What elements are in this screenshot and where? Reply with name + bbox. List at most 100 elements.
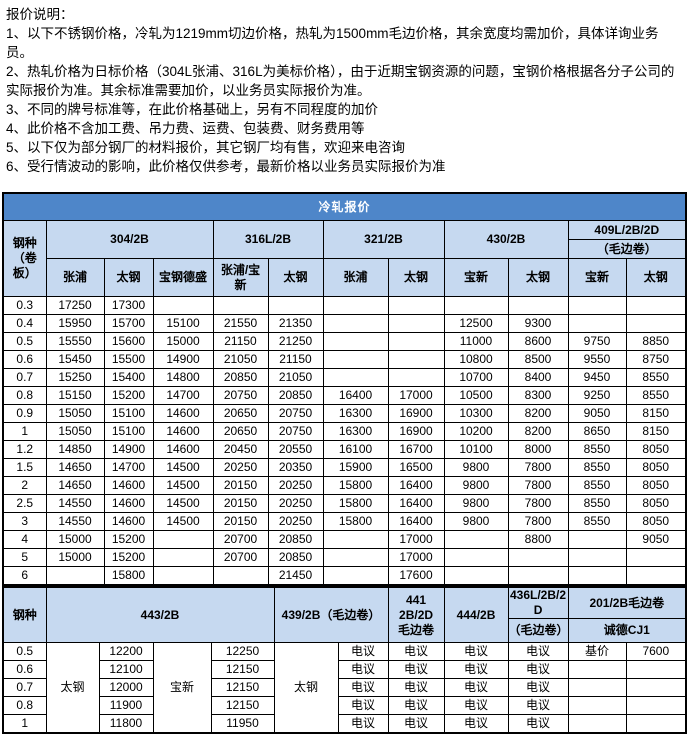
price-cell: 16400 (387, 494, 445, 513)
base-price-label-cell: 基价 (567, 642, 627, 661)
price-cell: 电议 (337, 696, 389, 715)
price-cell (212, 296, 269, 315)
price-cell: 20250 (267, 512, 324, 531)
price-cell: 14500 (152, 476, 214, 495)
thickness-cell: 1.2 (2, 440, 47, 459)
price-cell: 14600 (152, 440, 214, 459)
price-cell: 14500 (152, 512, 214, 531)
table-row: 5 15000 15200 20700 20850 17000 (2, 548, 687, 567)
price-cell: 21450 (267, 566, 324, 586)
price-cell: 电议 (387, 642, 445, 661)
price-cell: 16900 (387, 422, 445, 441)
price-cell: 14650 (45, 476, 105, 495)
price-cell (152, 566, 214, 586)
group-subheader-201: 诚德CJ1 (567, 618, 687, 643)
price-cell: 14600 (152, 404, 214, 423)
price-cell: 14700 (152, 386, 214, 405)
price-cell (567, 678, 627, 697)
table-row: 0.4 15950 15700 15100 21550 21350 12500 9300 (2, 314, 687, 333)
thickness-cell: 1 (2, 714, 47, 734)
thickness-cell: 0.6 (2, 660, 47, 679)
mill-cell: 太钢 (45, 642, 100, 734)
price-cell: 8050 (625, 494, 687, 513)
price-cell: 10500 (443, 386, 509, 405)
group-header-321: 321/2B (322, 220, 445, 259)
price-cell: 9750 (567, 332, 627, 351)
price-cell: 15950 (45, 314, 105, 333)
price-cell (267, 296, 324, 315)
group-header-444: 444/2B (443, 586, 509, 643)
price-cell: 9050 (625, 530, 687, 549)
price-cell: 电议 (337, 714, 389, 734)
price-cell: 8200 (507, 422, 569, 441)
thickness-cell: 5 (2, 548, 47, 567)
price-cell: 10200 (443, 422, 509, 441)
price-cell: 8400 (507, 368, 569, 387)
price-cell: 16400 (387, 512, 445, 531)
mill-header: 太钢 (507, 258, 569, 297)
mill-header: 太钢 (387, 258, 445, 297)
group-subheader-436l: （毛边卷） (507, 618, 569, 643)
price-cell (625, 566, 687, 586)
thickness-cell: 2 (2, 476, 47, 495)
price-cell (152, 548, 214, 567)
table-row: 0.9 15050 15100 14600 20650 20750 16300 16900 10… (2, 404, 687, 423)
price-cell (625, 714, 687, 734)
price-cell: 12100 (98, 660, 154, 679)
price-cell (152, 530, 214, 549)
table-row: 4 15000 15200 20700 20850 17000 8800 9050 (2, 530, 687, 549)
price-cell: 21050 (212, 350, 269, 369)
price-cell (387, 332, 445, 351)
price-cell: 电议 (507, 660, 569, 679)
note-line: 5、以下仅为部分钢厂的材料报价，其它钢厂均有售，欢迎来电咨询 (6, 140, 406, 155)
price-cell: 20650 (212, 422, 269, 441)
table-row: 0.7 12000 12150 电议 电议 电议 电议 (2, 678, 687, 697)
price-cell: 15200 (103, 548, 154, 567)
thickness-cell: 0.3 (2, 296, 47, 315)
price-cell: 电议 (443, 696, 509, 715)
group-header-201: 201/2B毛边卷 (567, 586, 687, 619)
price-cell: 14650 (45, 458, 105, 477)
price-cell: 7800 (507, 494, 569, 513)
price-cell: 12200 (98, 642, 154, 661)
price-cell: 16500 (387, 458, 445, 477)
price-cell: 电议 (507, 696, 569, 715)
price-cell: 8750 (625, 350, 687, 369)
price-cell: 8550 (567, 494, 627, 513)
table-row: 0.8 15150 15200 14700 20750 20850 16400 17000 10… (2, 386, 687, 405)
price-cell (567, 714, 627, 734)
price-cell: 9300 (507, 314, 569, 333)
price-cell: 21150 (212, 332, 269, 351)
thickness-cell: 0.8 (2, 696, 47, 715)
note-line: 1、以下不锈钢价格，冷轧为1219mm切边价格，热轧为1500mm毛边价格，其余… (6, 26, 659, 60)
price-cell: 15100 (152, 314, 214, 333)
price-cell: 15800 (103, 566, 154, 586)
price-cell: 20150 (212, 476, 269, 495)
thickness-cell: 1 (2, 422, 47, 441)
price-cell: 14900 (103, 440, 154, 459)
thickness-cell: 0.7 (2, 368, 47, 387)
price-cell: 15900 (322, 458, 389, 477)
price-cell (45, 566, 105, 586)
group-subheader-row: （毛边卷） (3, 239, 687, 259)
price-cell (387, 368, 445, 387)
price-cell: 14700 (103, 458, 154, 477)
thickness-cell: 0.5 (2, 332, 47, 351)
price-cell: 8150 (625, 404, 687, 423)
price-cell: 12150 (210, 678, 275, 697)
price-cell: 16400 (387, 476, 445, 495)
price-cell: 电议 (443, 678, 509, 697)
thickness-cell: 0.7 (2, 678, 47, 697)
mill-header: 宝新 (443, 258, 509, 297)
price-cell: 20150 (212, 512, 269, 531)
price-cell: 电议 (443, 714, 509, 734)
price-cell: 20650 (212, 404, 269, 423)
price-cell (507, 566, 569, 586)
price-cell: 20450 (212, 440, 269, 459)
price-cell (387, 296, 445, 315)
price-cell: 7600 (625, 642, 687, 661)
price-cell: 16900 (387, 404, 445, 423)
price-cell (322, 548, 389, 567)
price-cell: 10800 (443, 350, 509, 369)
price-cell: 20850 (212, 368, 269, 387)
